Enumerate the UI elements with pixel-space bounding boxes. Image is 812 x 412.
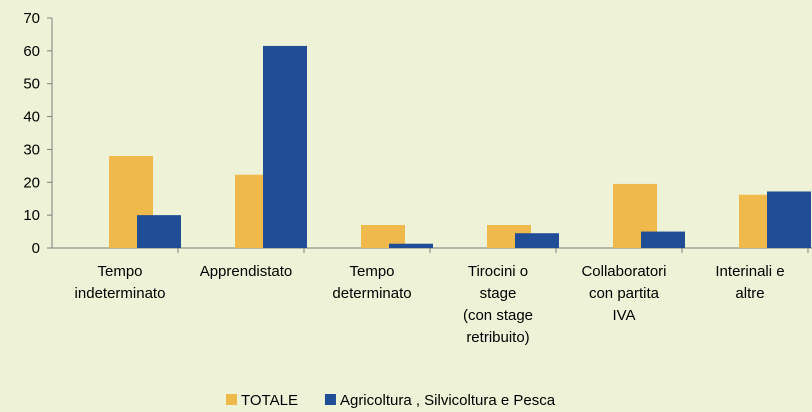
x-tick-label: Interinali e altre: [715, 263, 784, 302]
legend-label: TOTALE: [241, 392, 298, 409]
x-tick-label: Apprendistato: [200, 263, 293, 280]
x-tick-label: Collaboratori con partita IVA: [581, 263, 666, 324]
y-tick-label: 30: [23, 141, 40, 158]
y-tick-label: 50: [23, 76, 40, 93]
y-tick-label: 70: [23, 10, 40, 27]
bar: [767, 191, 811, 248]
bar: [263, 45, 307, 248]
bar: [361, 225, 405, 248]
legend-label: Agricoltura , Silvicoltura e Pesca: [340, 392, 556, 409]
x-tick-label: Tempo indeterminato: [75, 263, 166, 302]
x-tick-label: Tempo determinato: [332, 263, 411, 302]
y-tick-label: 20: [23, 174, 40, 191]
y-tick-label: 40: [23, 109, 40, 126]
bar: [641, 231, 685, 248]
legend-swatch: [226, 394, 237, 405]
legend-swatch: [324, 394, 336, 405]
y-tick-label: 0: [32, 240, 40, 257]
bar: [389, 243, 433, 248]
x-tick-label: Tirocini o stage (con stage retribuito): [463, 263, 533, 346]
y-tick-label: 60: [23, 43, 40, 60]
y-tick-label: 10: [23, 207, 40, 224]
bar: [137, 215, 181, 248]
bar: [515, 233, 559, 248]
